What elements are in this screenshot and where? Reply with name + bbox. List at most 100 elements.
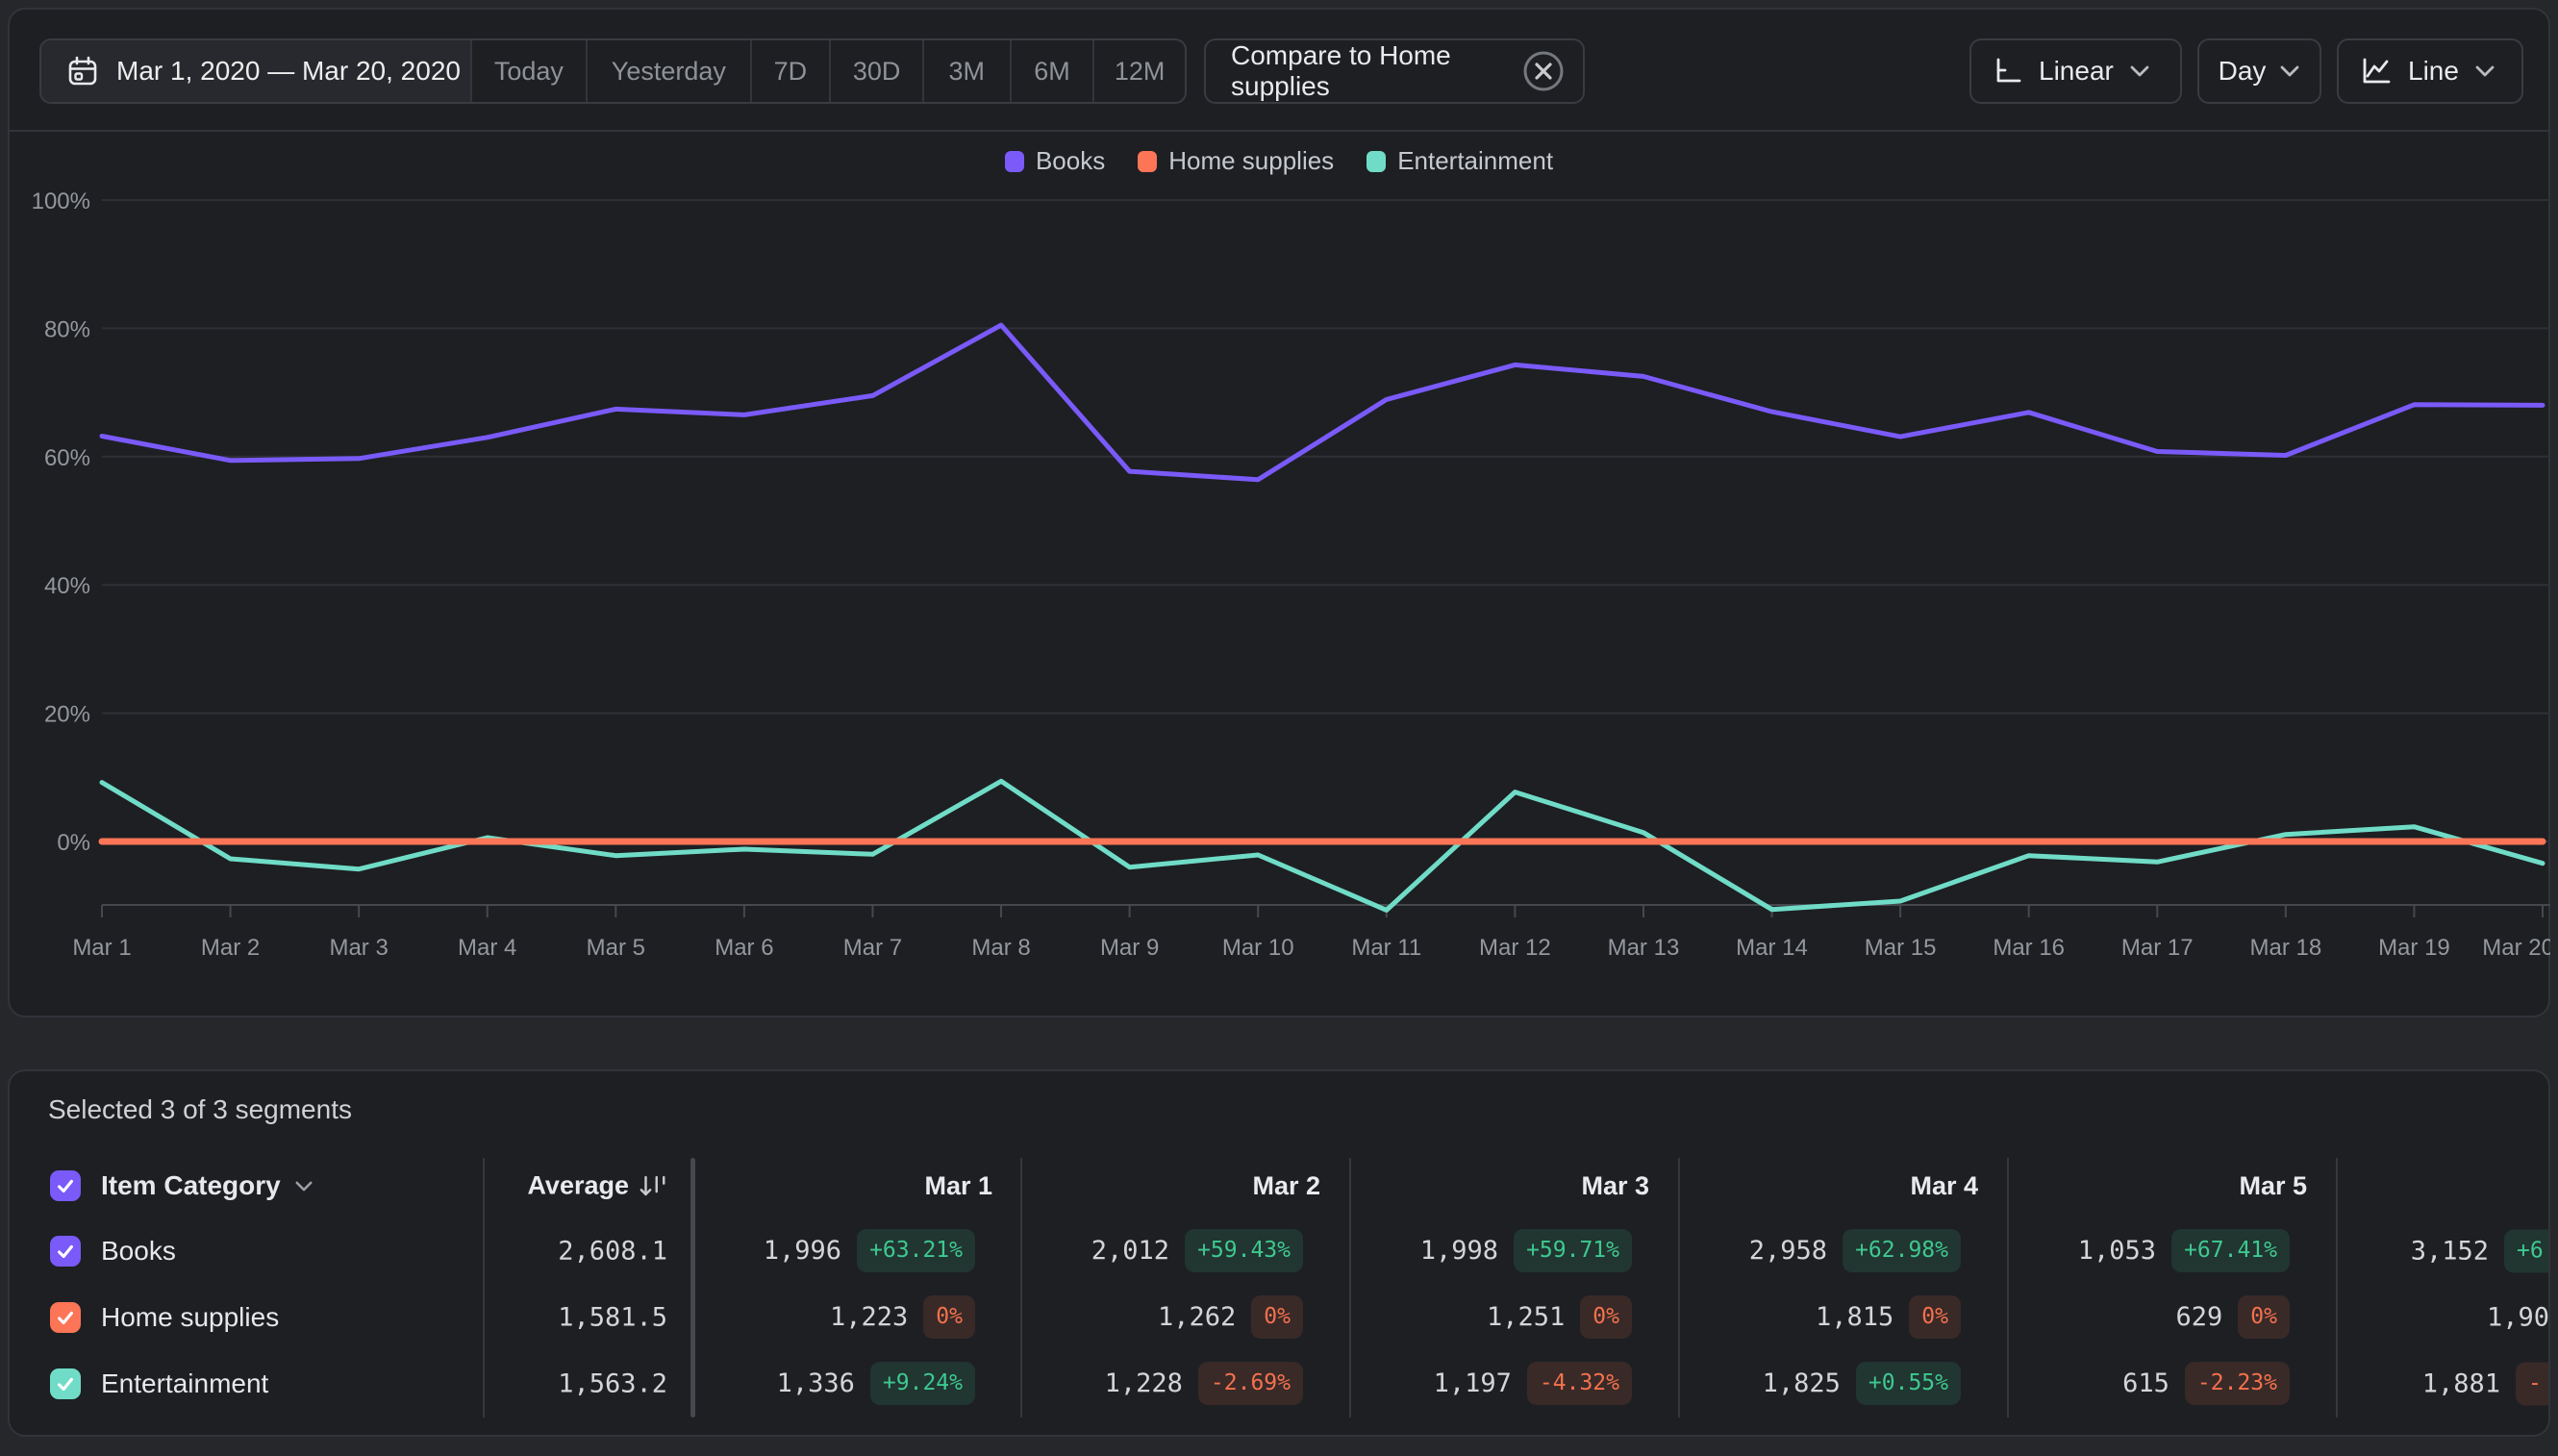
day-column-header[interactable]: Mar 5	[2007, 1154, 2336, 1218]
change-badge: -	[2516, 1362, 2550, 1405]
x-tick-label: Mar 5	[587, 935, 645, 961]
chevron-down-icon	[294, 1180, 313, 1192]
x-tick-label: Mar 7	[843, 935, 902, 961]
cell-value: 1,996	[764, 1236, 841, 1266]
day-column-header[interactable]: Mar 4	[1678, 1154, 2007, 1218]
day-column-partial: 3,152+6 1,90 1,881-	[2336, 1154, 2550, 1421]
cell-value: 1,815	[1816, 1302, 1893, 1332]
x-tick-label: Mar 9	[1100, 935, 1159, 961]
change-badge: +0.55%	[1856, 1362, 1961, 1405]
x-tick-label: Mar 12	[1479, 935, 1551, 961]
cell-value: 1,053	[2078, 1236, 2156, 1266]
table-cell: 1,197-4.32%	[1349, 1350, 1678, 1417]
table-cell: 1,053 +67.41%	[2007, 1218, 2336, 1284]
y-tick-label: 0%	[57, 830, 90, 856]
cell-value: 1,223	[830, 1302, 908, 1332]
change-badge: +59.43%	[1185, 1229, 1303, 1272]
table-cell: 1,251 0%	[1349, 1284, 1678, 1350]
average-value: 1,581.5	[490, 1302, 667, 1332]
x-tick-label: Mar 15	[1865, 935, 1937, 961]
change-badge: +6	[2504, 1229, 2550, 1272]
row-checkbox[interactable]	[50, 1368, 81, 1399]
table-row-home-supplies: Home supplies 1,581.5	[10, 1284, 692, 1350]
change-badge: 0%	[923, 1295, 975, 1339]
table-cell: 2,012 +59.43%	[1020, 1218, 1349, 1284]
select-all-checkbox[interactable]	[50, 1170, 81, 1201]
group-column-header[interactable]: Item Category	[101, 1170, 313, 1201]
segment-name: Home supplies	[101, 1302, 279, 1333]
x-tick-label: Mar 14	[1736, 935, 1808, 961]
table-cell: 1,998+59.71%	[1349, 1218, 1678, 1284]
cell-value: 1,881	[2422, 1368, 2500, 1398]
change-badge: -2.69%	[1198, 1362, 1303, 1405]
day-column-mar-3: Mar 31,998+59.71% 1,251 0% 1,197-4.32%	[1349, 1154, 1678, 1421]
y-tick-label: 20%	[44, 702, 90, 728]
y-tick-label: 60%	[44, 445, 90, 471]
day-column-mar-1: Mar 1 1,996 +63.21% 1,223 0% 1,336 +9.24%	[692, 1154, 1021, 1421]
day-column-header[interactable]: Mar 1	[692, 1154, 1021, 1218]
average-value: 2,608.1	[490, 1236, 667, 1266]
day-column-header[interactable]: Mar 3	[1349, 1154, 1678, 1218]
change-badge: 0%	[1251, 1295, 1303, 1339]
x-tick-label: Mar 16	[1993, 935, 2065, 961]
cell-value: 2,012	[1091, 1236, 1169, 1266]
change-badge: +67.41%	[2171, 1229, 2290, 1272]
day-column-mar-2: Mar 2 2,012 +59.43% 1,262 0% 1,228 -2.69%	[1020, 1154, 1349, 1421]
line-chart: 0%20%40%60%80%100%Mar 1Mar 2Mar 3Mar 4Ma…	[8, 8, 2550, 1017]
row-checkbox[interactable]	[50, 1302, 81, 1333]
y-tick-label: 80%	[44, 316, 90, 342]
x-tick-label: Mar 19	[2378, 935, 2450, 961]
change-badge: 0%	[1909, 1295, 1961, 1339]
change-badge: +62.98%	[1843, 1229, 1961, 1272]
table-cell: 3,152+6	[2336, 1218, 2550, 1284]
table-area: Item Category Average Books2,608.1Home s…	[10, 1154, 2548, 1421]
table-cell: 1,825 +0.55%	[1678, 1350, 2007, 1417]
cell-value: 1,90	[2487, 1302, 2549, 1332]
x-tick-label: Mar 4	[458, 935, 516, 961]
change-badge: +59.71%	[1514, 1229, 1632, 1272]
change-badge: +63.21%	[857, 1229, 975, 1272]
change-badge: 0%	[2238, 1295, 2290, 1339]
x-tick-label: Mar 3	[329, 935, 388, 961]
cell-value: 615	[2122, 1368, 2169, 1398]
x-tick-label: Mar 11	[1351, 935, 1421, 961]
change-badge: 0%	[1580, 1295, 1632, 1339]
dashboard: Mar 1, 2020 — Mar 20, 2020 TodayYesterda…	[0, 0, 2558, 1456]
cell-value: 1,251	[1487, 1302, 1565, 1332]
table-cell: 2,958 +62.98%	[1678, 1218, 2007, 1284]
day-column-mar-4: Mar 4 2,958 +62.98% 1,815 0% 1,825 +0.55%	[1678, 1154, 2007, 1421]
table-cell: 1,815 0%	[1678, 1284, 2007, 1350]
cell-value: 1,228	[1105, 1368, 1183, 1398]
average-value: 1,563.2	[490, 1368, 667, 1398]
x-tick-label: Mar 17	[2121, 935, 2194, 961]
cell-value: 1,262	[1158, 1302, 1236, 1332]
day-column-header[interactable]: Mar 2	[1020, 1154, 1349, 1218]
x-tick-label: Mar 18	[2249, 935, 2321, 961]
x-tick-label: Mar 8	[971, 935, 1030, 961]
table-cell: 1,90	[2336, 1284, 2550, 1350]
day-column-header[interactable]	[2336, 1154, 2550, 1218]
x-tick-label: Mar 13	[1608, 935, 1680, 961]
table-row-entertainment: Entertainment 1,563.2	[10, 1350, 692, 1417]
selected-segments-label: Selected 3 of 3 segments	[48, 1094, 352, 1125]
y-tick-label: 40%	[44, 573, 90, 599]
row-checkbox[interactable]	[50, 1236, 81, 1267]
x-tick-label: Mar 20	[2482, 935, 2550, 961]
sort-descending-icon	[639, 1172, 667, 1199]
table-cell: 1,262 0%	[1020, 1284, 1349, 1350]
cell-value: 1,825	[1763, 1368, 1841, 1398]
table-cell: 1,228 -2.69%	[1020, 1350, 1349, 1417]
y-tick-label: 100%	[32, 188, 90, 214]
average-column-header[interactable]: Average	[490, 1171, 667, 1201]
segment-name: Entertainment	[101, 1368, 268, 1399]
table-cell: 615-2.23%	[2007, 1350, 2336, 1417]
cell-value: 1,336	[777, 1368, 855, 1398]
x-tick-label: Mar 10	[1222, 935, 1294, 961]
table-row-books: Books2,608.1	[10, 1218, 692, 1284]
table-header-row: Item Category Average	[10, 1154, 692, 1218]
table-cell: 1,996 +63.21%	[692, 1218, 1021, 1284]
change-badge: +9.24%	[870, 1362, 975, 1405]
cell-value: 2,958	[1749, 1236, 1827, 1266]
change-badge: -4.32%	[1527, 1362, 1632, 1405]
table-cell: 6290%	[2007, 1284, 2336, 1350]
